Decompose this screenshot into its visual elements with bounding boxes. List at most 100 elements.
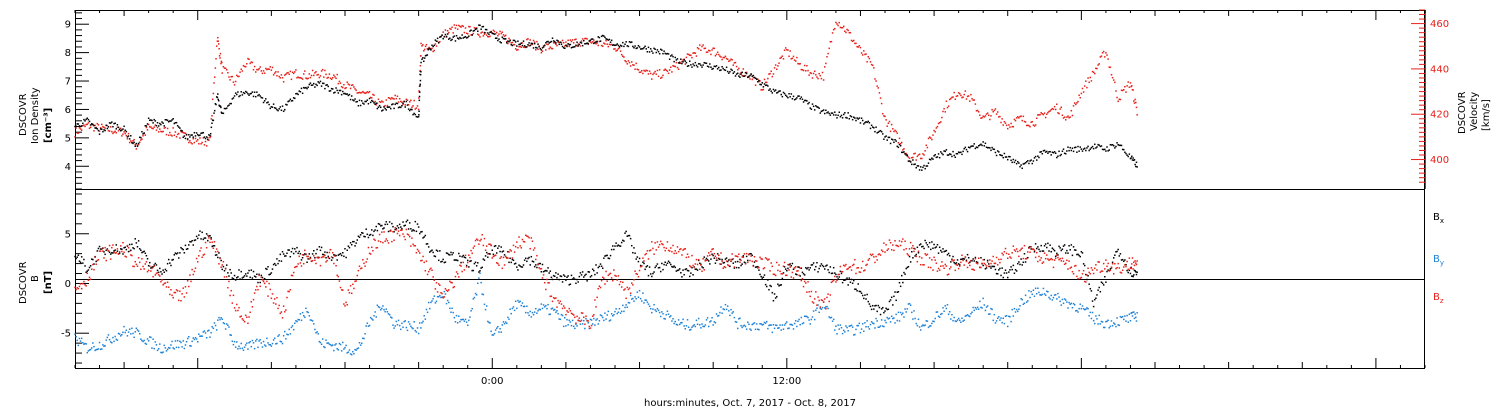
data-point [1014,162,1016,164]
data-point [953,92,955,94]
data-point [904,241,906,243]
data-point [540,263,542,265]
data-point [982,265,984,267]
data-point [244,93,246,95]
data-point [1096,68,1098,70]
data-point [407,99,409,101]
data-point [717,253,719,255]
data-point [1102,283,1104,285]
data-point [958,268,960,270]
data-point [463,255,465,256]
data-point [305,253,307,255]
data-point [1085,80,1087,82]
data-point [545,49,547,51]
data-point [360,105,362,107]
data-point [842,117,844,119]
data-point [792,98,794,100]
data-point [97,128,99,130]
data-point [562,40,564,42]
data-point [852,326,854,328]
data-point [1096,146,1098,148]
data-point [621,311,623,313]
data-point [1011,252,1013,254]
data-point [586,38,588,40]
data-point [697,66,699,68]
data-point [233,295,235,297]
data-point [75,336,77,338]
data-point [900,286,902,288]
data-point [864,269,866,271]
data-point [576,325,578,327]
data-point [265,98,267,100]
data-point [1134,313,1136,315]
data-point [928,267,930,269]
data-point [533,249,535,251]
data-point [649,70,651,72]
data-point [807,70,809,72]
data-point [1071,110,1073,112]
data-point [635,63,637,65]
data-point [263,70,265,72]
data-point [435,43,437,45]
series-ion-density [74,24,1138,171]
data-point [748,324,750,326]
data-point [797,270,799,272]
data-point [186,292,188,294]
data-point [392,103,394,105]
data-point [566,277,568,279]
data-point [312,260,314,262]
data-point [430,302,432,304]
data-point [769,88,771,90]
data-point [894,291,896,293]
data-point [167,120,169,122]
data-point [591,325,593,327]
data-point [1132,159,1134,161]
data-point [696,55,698,57]
data-point [277,110,279,112]
data-point [209,135,211,137]
data-point [167,349,169,351]
data-point [303,73,305,75]
data-point [137,145,139,147]
data-point [1043,250,1045,252]
data-point [359,237,361,239]
data-point [930,267,932,269]
data-point [198,234,200,236]
data-point [185,132,187,134]
data-point [731,70,733,72]
data-point [653,253,655,255]
data-point [1067,115,1069,117]
data-point [785,47,787,49]
data-point [657,263,659,265]
data-point [832,320,834,322]
data-point [401,228,403,230]
data-point [114,336,116,338]
data-point [469,316,471,318]
data-point [1068,150,1070,152]
data-point [777,270,779,272]
data-point [213,112,215,114]
data-point [813,302,815,304]
data-point [208,237,210,239]
data-point [309,253,311,255]
data-point [156,129,158,131]
data-point [240,91,242,93]
data-point [243,276,245,278]
data-point [912,159,914,161]
data-point [962,96,964,98]
data-point [394,227,396,229]
data-point [270,66,272,68]
data-point [736,267,738,269]
data-point [1091,290,1093,292]
data-point [419,85,421,87]
data-point [171,295,173,297]
data-point [778,62,780,64]
data-point [281,260,283,262]
data-point [302,257,304,259]
data-point [217,251,219,253]
data-point [220,53,222,55]
data-point [345,257,347,259]
data-point [92,264,94,266]
data-point [187,138,189,140]
